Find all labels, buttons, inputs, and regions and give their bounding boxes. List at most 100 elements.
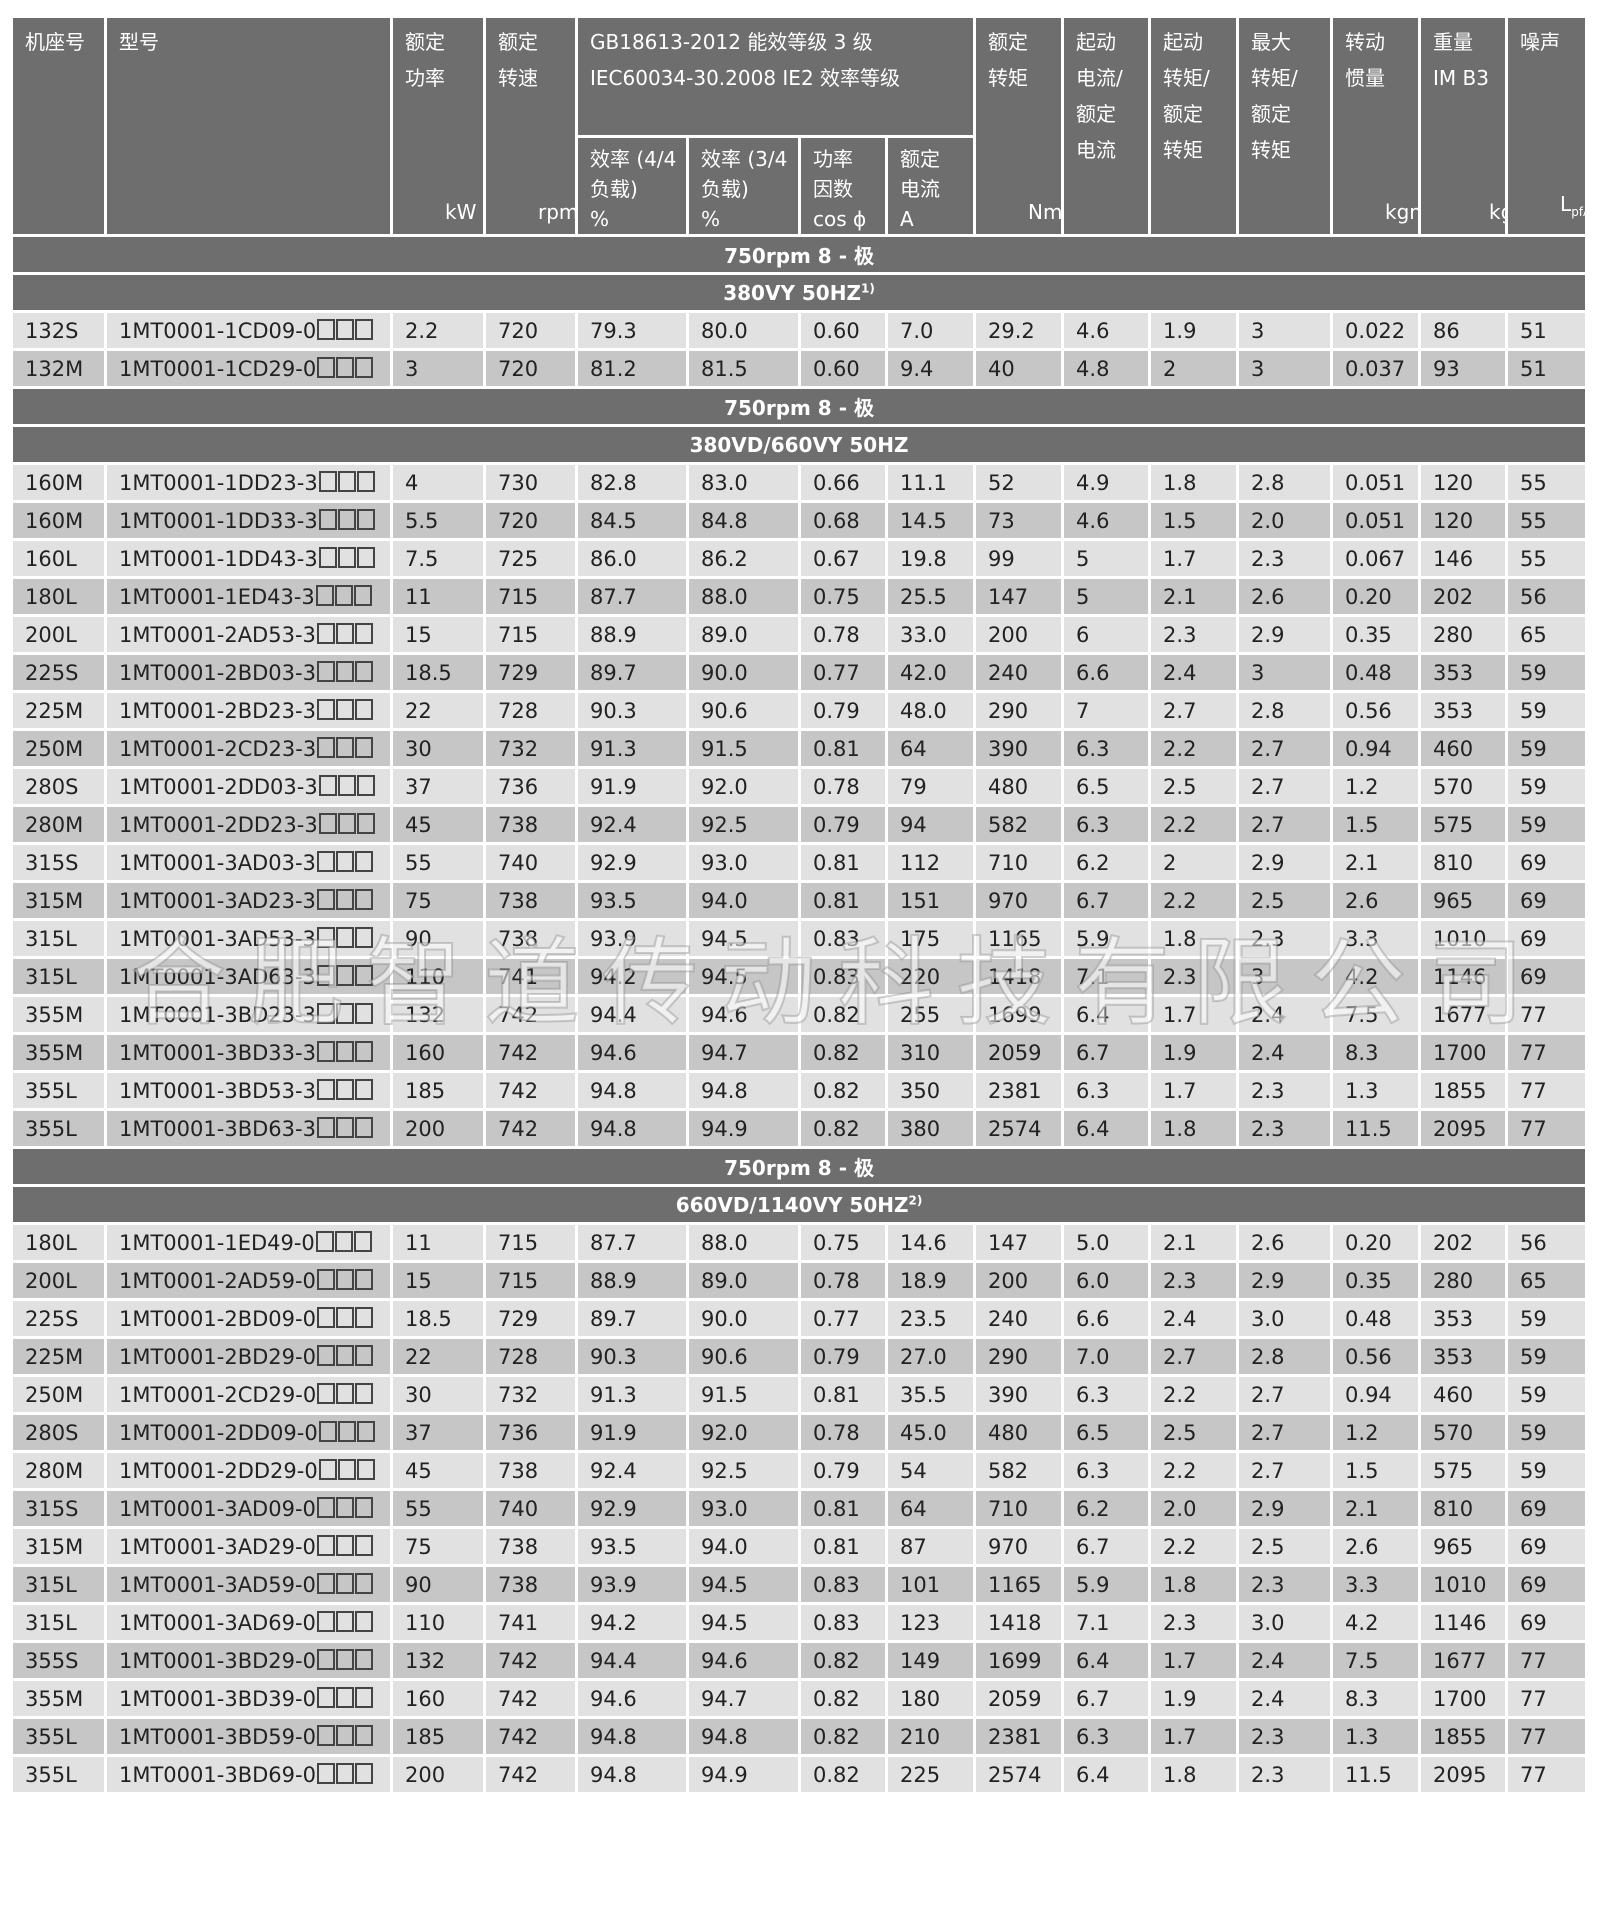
cell-value: 132: [405, 1648, 446, 1673]
table-row: 180L 1MT0001-1ED43-3 11 715 87.7 88.0 0.75 25.5…: [10, 576, 1589, 617]
placeholder-box-icon: [353, 1230, 372, 1252]
cell-value: 2095: [1433, 1116, 1487, 1141]
placeholder-box-icon: [354, 622, 373, 644]
table-cell: 77: [1505, 1032, 1589, 1073]
cell-value: 59: [1520, 1382, 1547, 1407]
cell-value: 146: [1433, 546, 1474, 571]
table-row: 355M 1MT0001-3BD23-3 132 742 94.4 94.6 0.82 255…: [10, 994, 1589, 1035]
table-cell: 30: [390, 728, 486, 769]
table-cell: 2.1: [1148, 576, 1240, 617]
table-row: 280S 1MT0001-2DD03-3 37 736 91.9 92.0 0.78 79 48…: [10, 766, 1589, 807]
cell-value: 1.7: [1163, 546, 1197, 571]
table-cell: 18.9: [884, 1260, 977, 1301]
cell-value: 59: [1520, 660, 1547, 685]
table-cell: 90.0: [686, 1298, 801, 1339]
cell-value: 94.8: [701, 1078, 748, 1103]
placeholder-box-icon: [318, 774, 337, 796]
cell-value: 185: [405, 1724, 446, 1749]
table-cell: 77: [1505, 1070, 1589, 1111]
table-cell: 93.5: [575, 880, 689, 921]
table-cell: 93.9: [575, 918, 689, 959]
table-cell: 2.7: [1236, 1374, 1334, 1415]
cell-value: 88.0: [701, 1230, 748, 1255]
table-cell: 4: [390, 462, 486, 503]
table-cell: 1MT0001-3BD69-0: [104, 1754, 393, 1795]
table-cell: 175: [884, 918, 977, 959]
table-cell: 742: [483, 994, 578, 1035]
cell-value: 728: [498, 1344, 539, 1369]
table-cell: 2.5: [1148, 1412, 1240, 1453]
table-cell: 6.0: [1061, 1260, 1152, 1301]
table-cell: 200: [390, 1108, 486, 1149]
table-cell: 160M: [10, 462, 107, 503]
table-cell: 132: [390, 1640, 486, 1681]
cell-value: 94.7: [701, 1040, 748, 1065]
cell-value: 54: [900, 1458, 927, 1483]
cell-value: 90: [405, 926, 432, 951]
cell-value: 2.1: [1163, 584, 1197, 609]
cell-value: 0.79: [813, 698, 860, 723]
table-cell: 185: [390, 1070, 486, 1111]
table-cell: 11.1: [884, 462, 977, 503]
cell-value: 112: [900, 850, 941, 875]
cell-value: 1.7: [1163, 1724, 1197, 1749]
table-cell: 1MT0001-3AD03-3: [104, 842, 393, 883]
table-cell: 93.0: [686, 1488, 801, 1529]
placeholder-box-icon: [316, 1648, 335, 1670]
cell-value: 1.9: [1163, 1040, 1197, 1065]
table-cell: 160: [390, 1032, 486, 1073]
table-cell: 94.8: [575, 1070, 689, 1111]
cell-value: 5.9: [1076, 1572, 1110, 1597]
table-cell: 5.9: [1061, 1564, 1152, 1605]
table-cell: 93.5: [575, 1526, 689, 1567]
table-cell: 40: [973, 348, 1065, 389]
table-cell: 132M: [10, 348, 107, 389]
section-voltage: 380VD/660VY 50HZ: [9, 424, 1589, 465]
cell-value: 0.82: [813, 1040, 860, 1065]
table-cell: 110: [390, 956, 486, 997]
table-cell: 45: [390, 804, 486, 845]
table-cell: 355L: [10, 1108, 107, 1149]
cell-value: 280: [1433, 1268, 1474, 1293]
table-cell: 180L: [10, 576, 107, 617]
cell-value: 3: [1251, 964, 1265, 989]
cell-value: 56: [1520, 1230, 1547, 1255]
table-cell: 1677: [1418, 994, 1509, 1035]
cell-value: 6.2: [1076, 1496, 1110, 1521]
table-cell: 2: [1148, 348, 1240, 389]
table-cell: 1MT0001-3AD23-3: [104, 880, 393, 921]
cell-value: 1MT0001-3AD29-0: [119, 1534, 316, 1559]
table-cell: 2.3: [1236, 1564, 1334, 1605]
table-cell: 1MT0001-2BD23-3: [104, 690, 393, 731]
cell-value: 1MT0001-1DD23-3: [119, 470, 318, 495]
cell-value: 1.5: [1163, 508, 1197, 533]
cell-value: 69: [1520, 964, 1547, 989]
cell-value: 94.8: [701, 1724, 748, 1749]
table-cell: 55: [1505, 462, 1589, 503]
table-cell: 6.3: [1061, 1374, 1152, 1415]
placeholder-box-icon: [354, 1762, 373, 1784]
table-cell: 6.3: [1061, 1716, 1152, 1757]
cell-value: 1855: [1433, 1724, 1487, 1749]
cell-value: 3.3: [1345, 926, 1379, 951]
table-cell: 15: [390, 1260, 486, 1301]
table-cell: 84.5: [575, 500, 689, 541]
table-cell: 94.8: [686, 1070, 801, 1111]
col-current-unit: A: [900, 207, 914, 231]
table-cell: 0.82: [798, 994, 888, 1035]
table-cell: 710: [973, 1488, 1065, 1529]
table-cell: 4.2: [1330, 956, 1422, 997]
table-cell: 2.3: [1236, 1754, 1334, 1795]
col-inertia: 转动 惯量 kgm²: [1330, 15, 1422, 237]
table-cell: 738: [483, 804, 578, 845]
table-cell: 2.2: [390, 310, 486, 351]
cell-value: 59: [1520, 1458, 1547, 1483]
cell-value: 1.9: [1163, 1686, 1197, 1711]
table-cell: 0.83: [798, 1564, 888, 1605]
cell-value: 2.7: [1251, 1420, 1285, 1445]
table-cell: 738: [483, 1450, 578, 1491]
cell-value: 0.77: [813, 660, 860, 685]
cell-value: 120: [1433, 508, 1474, 533]
table-cell: 0.94: [1330, 1374, 1422, 1415]
cell-value: 810: [1433, 850, 1474, 875]
